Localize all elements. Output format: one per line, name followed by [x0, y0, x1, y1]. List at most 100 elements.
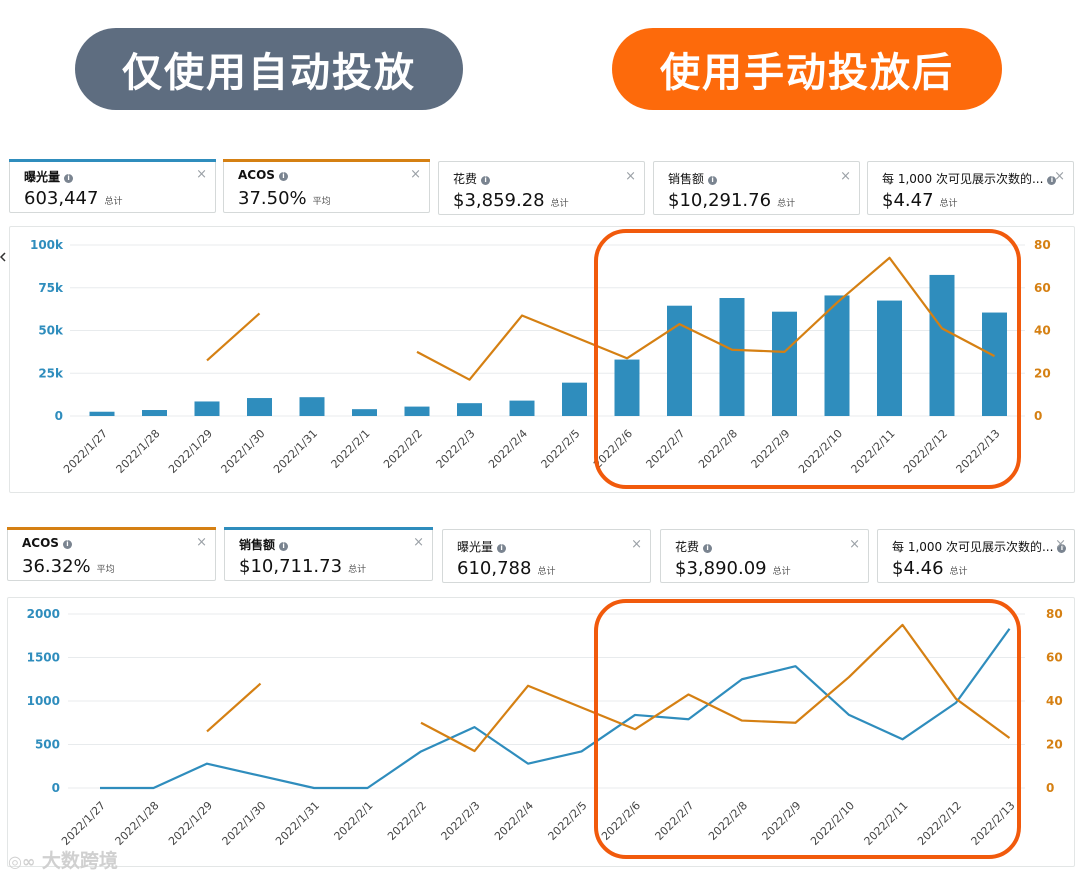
- close-icon[interactable]: ×: [1055, 537, 1066, 552]
- bar: [404, 406, 430, 416]
- watermark: ◎∞ 大数跨境: [8, 850, 118, 872]
- info-icon: i: [1047, 176, 1057, 185]
- x-tick-label: 2022/2/1: [331, 799, 375, 843]
- metric-card-cpm[interactable]: 每 1,000 次可见展示次数的... i × $4.47 总计: [867, 161, 1074, 215]
- left-tick-label: 500: [35, 738, 60, 752]
- metric-label: 每 1,000 次可见展示次数的... i: [892, 538, 1067, 555]
- bar: [457, 403, 482, 416]
- series-line-segment: [206, 682, 262, 733]
- bar: [247, 398, 272, 416]
- metric-card-cpm-bottom[interactable]: 每 1,000 次可见展示次数的... i × $4.46 总计: [877, 529, 1075, 583]
- right-tick-label: 0: [1046, 781, 1054, 795]
- metric-card-impressions-bottom[interactable]: 曝光量 i × 610,788 总计: [442, 529, 651, 583]
- close-icon[interactable]: ×: [849, 537, 860, 552]
- x-tick-label: 2022/2/2: [385, 799, 429, 843]
- right-tick-label: 40: [1034, 324, 1051, 338]
- x-tick-label: 2022/1/28: [113, 799, 162, 848]
- left-tick-label: 0: [55, 409, 63, 423]
- metric-value: 37.50% 平均: [238, 188, 331, 209]
- close-icon[interactable]: ×: [1054, 169, 1065, 184]
- right-tick-label: 80: [1034, 238, 1051, 252]
- metric-label: 每 1,000 次可见展示次数的... i: [882, 170, 1057, 187]
- x-tick-label: 2022/2/6: [599, 799, 643, 843]
- metric-value: $10,711.73 总计: [239, 556, 367, 577]
- x-tick-label: 2022/2/11: [862, 799, 911, 848]
- bar: [89, 411, 115, 416]
- info-icon: i: [703, 544, 713, 553]
- metric-card-spend[interactable]: 花费 i × $3,859.28 总计: [438, 161, 645, 215]
- x-tick-label: 2022/2/9: [759, 799, 803, 843]
- x-tick-label: 2022/2/7: [652, 799, 696, 843]
- metric-label: 销售额 i: [239, 536, 289, 553]
- close-icon[interactable]: ×: [631, 537, 642, 552]
- bar: [194, 401, 220, 416]
- x-tick-label: 2022/2/8: [706, 799, 750, 843]
- left-tick-label: 2000: [27, 607, 60, 621]
- right-tick-label: 0: [1034, 409, 1042, 423]
- right-tick-label: 20: [1034, 366, 1051, 380]
- logo-icon: ◎∞: [8, 852, 36, 871]
- x-tick-label: 2022/2/13: [969, 799, 1018, 848]
- metric-value: $3,859.28 总计: [453, 190, 569, 211]
- metric-label: 曝光量 i: [457, 538, 507, 555]
- metric-label: ACOS i: [22, 536, 72, 550]
- metric-label: 曝光量 i: [24, 168, 74, 185]
- metric-label: 销售额 i: [668, 170, 718, 187]
- metric-card-acos-bottom[interactable]: ACOS i × 36.32% 平均: [7, 527, 216, 581]
- close-icon[interactable]: ×: [196, 535, 207, 550]
- metric-value: $4.46 总计: [892, 558, 968, 579]
- metric-value: $10,291.76 总计: [668, 190, 796, 211]
- metric-value: 36.32% 平均: [22, 556, 115, 577]
- right-tick-label: 80: [1046, 607, 1063, 621]
- close-icon[interactable]: ×: [625, 169, 636, 184]
- bar: [352, 409, 377, 416]
- metric-value: $4.47 总计: [882, 190, 958, 211]
- bar: [299, 397, 325, 416]
- info-icon: i: [278, 172, 288, 181]
- close-icon[interactable]: ×: [196, 167, 207, 182]
- metric-label: 花费 i: [675, 538, 713, 555]
- info-icon: i: [1057, 544, 1067, 553]
- x-tick-label: 2022/2/10: [808, 799, 857, 848]
- metric-value: 610,788 总计: [457, 558, 556, 579]
- metric-label: 花费 i: [453, 170, 491, 187]
- info-icon: i: [497, 544, 507, 553]
- metric-card-sales-bottom[interactable]: 销售额 i × $10,711.73 总计: [224, 527, 433, 581]
- bar: [509, 400, 535, 416]
- left-tick-label: 0: [52, 781, 60, 795]
- close-icon[interactable]: ×: [840, 169, 851, 184]
- right-tick-label: 60: [1034, 281, 1051, 295]
- series-line-segment: [206, 312, 261, 362]
- metric-card-acos[interactable]: ACOS i × 37.50% 平均: [223, 159, 430, 213]
- close-icon[interactable]: ×: [410, 167, 421, 182]
- info-icon: i: [64, 174, 74, 183]
- x-tick-label: 2022/1/27: [59, 799, 108, 848]
- x-tick-label: 2022/2/3: [438, 799, 482, 843]
- info-icon: i: [279, 542, 289, 551]
- info-icon: i: [62, 540, 72, 549]
- metric-card-sales[interactable]: 销售额 i × $10,291.76 总计: [653, 161, 860, 215]
- left-tick-label: 1500: [27, 651, 60, 665]
- x-tick-label: 2022/2/4: [492, 799, 536, 843]
- metric-value: $3,890.09 总计: [675, 558, 791, 579]
- metric-card-spend-bottom[interactable]: 花费 i × $3,890.09 总计: [660, 529, 869, 583]
- series-line-segment: [420, 623, 1011, 753]
- right-tick-label: 60: [1046, 651, 1063, 665]
- metric-card-impressions[interactable]: 曝光量 i × 603,447 总计: [9, 159, 216, 213]
- info-icon: i: [708, 176, 718, 185]
- left-tick-label: 50k: [38, 324, 64, 338]
- auto-only-banner: 仅使用自动投放: [75, 28, 463, 110]
- x-tick-label: 2022/2/12: [915, 799, 964, 848]
- info-icon: i: [481, 176, 491, 185]
- metric-value: 603,447 总计: [24, 188, 123, 209]
- left-tick-label: 25k: [38, 366, 64, 380]
- manual-after-banner: 使用手动投放后: [612, 28, 1002, 110]
- x-tick-label: 2022/2/5: [545, 799, 589, 843]
- close-icon[interactable]: ×: [413, 535, 424, 550]
- bar: [562, 382, 587, 416]
- left-tick-label: 1000: [27, 694, 60, 708]
- x-tick-label: 2022/1/29: [166, 799, 215, 848]
- right-tick-label: 40: [1046, 694, 1063, 708]
- left-tick-label: 100k: [30, 238, 64, 252]
